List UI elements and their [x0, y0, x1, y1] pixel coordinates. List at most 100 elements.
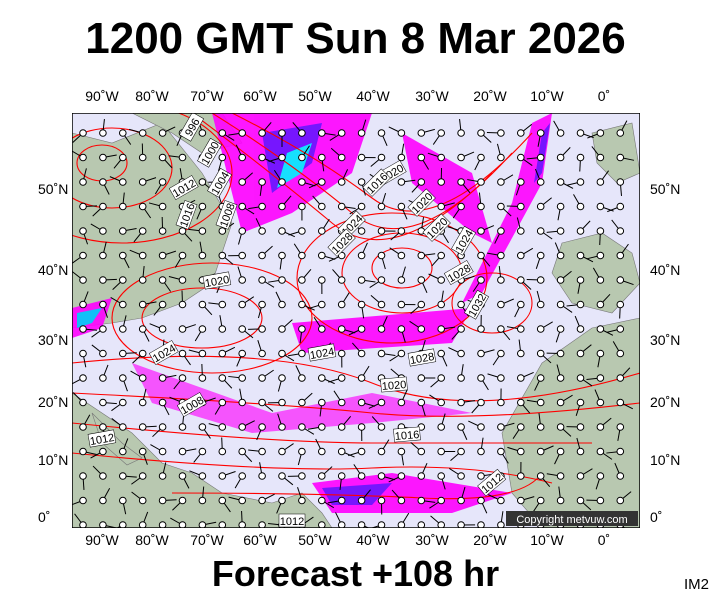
wind-barb: [133, 227, 147, 243]
wind-barb: [606, 447, 625, 456]
wind-barb: [154, 178, 167, 195]
wind-barb: [612, 341, 625, 358]
wind-barb: [90, 223, 107, 235]
wind-barb: [477, 437, 485, 456]
wind-barb: [235, 144, 246, 162]
wind-barb: [308, 178, 326, 189]
wind-barb: [388, 472, 406, 483]
wind-barb: [417, 153, 430, 170]
map-title: 1200 GMT Sun 8 Mar 2026: [85, 14, 626, 63]
wind-barb: [218, 251, 234, 265]
wind-barb: [448, 347, 465, 358]
wind-barb: [397, 325, 406, 343]
wind-barb: [596, 170, 609, 186]
wind-barb: [596, 293, 611, 309]
wind-barb: [79, 414, 91, 431]
wind-barb: [536, 321, 553, 333]
wind-barb: [592, 267, 605, 284]
wind-barb: [138, 511, 149, 528]
wind-barb: [477, 349, 495, 358]
wind-barb: [293, 243, 306, 260]
wind-barb: [218, 496, 231, 513]
longitude-label: 70˚W: [190, 532, 224, 548]
wind-barb: [99, 364, 109, 382]
wind-barb: [119, 315, 127, 333]
longitude-label: 80˚W: [135, 532, 169, 548]
wind-barb: [397, 266, 406, 284]
isobar-value: 1020: [204, 274, 230, 290]
wind-barb: [72, 392, 87, 407]
wind-barb: [451, 325, 465, 340]
wind-barb: [255, 218, 266, 235]
wind-barb: [132, 349, 147, 364]
wind-barb: [119, 227, 137, 235]
wind-barb: [158, 462, 167, 480]
longitude-label: 30˚W: [415, 532, 449, 548]
longitude-label: 30˚W: [415, 88, 449, 104]
wind-barb: [258, 493, 275, 505]
wind-barb: [369, 276, 386, 288]
wind-barb: [337, 292, 350, 309]
wind-barb: [596, 325, 614, 336]
wind-barb: [556, 202, 565, 221]
wind-barb: [566, 423, 585, 431]
wind-barb: [79, 202, 98, 211]
wind-barb: [616, 120, 628, 137]
wind-barb: [497, 422, 515, 431]
wind-barb: [486, 129, 505, 137]
wind-barb: [72, 251, 87, 264]
wind-barb: [278, 195, 292, 211]
wind-barb: [237, 266, 246, 284]
wind-barb: [576, 220, 591, 235]
wind-barb: [487, 494, 505, 505]
wind-barb: [357, 242, 368, 260]
wind-barb: [79, 291, 89, 309]
wind-barb: [173, 374, 187, 390]
wind-barb: [312, 195, 326, 211]
wind-barb: [158, 398, 170, 416]
longitude-label: 40˚W: [356, 88, 390, 104]
wind-barb: [158, 250, 177, 260]
wind-barb: [526, 153, 545, 162]
wind-barb: [357, 300, 366, 319]
wind-barb: [556, 423, 572, 437]
wind-barb: [471, 398, 485, 414]
wind-barb: [158, 216, 167, 235]
wind-barb: [477, 314, 485, 333]
wind-barb: [535, 251, 545, 269]
wind-barb: [313, 317, 326, 333]
wind-barb: [337, 415, 352, 431]
wind-barb: [298, 145, 310, 162]
wind-barb: [476, 521, 485, 528]
wind-barb: [575, 398, 585, 416]
wind-barb: [298, 423, 315, 435]
wind-barb: [377, 192, 387, 211]
wind-barb: [348, 325, 366, 336]
wind-barb: [333, 390, 346, 407]
wind-barb: [131, 491, 147, 505]
wind-barb: [477, 496, 488, 514]
wind-barb: [258, 245, 273, 260]
wind-barb: [318, 496, 335, 509]
wind-barb: [457, 423, 468, 440]
wind-barb: [517, 247, 534, 260]
wind-barb: [318, 251, 336, 260]
wind-barb: [594, 389, 605, 407]
image-code: IM2: [683, 576, 709, 593]
wind-barb: [236, 349, 246, 367]
longitude-label: 0˚: [597, 88, 611, 104]
wind-barb: [517, 461, 525, 480]
wind-barb: [275, 291, 286, 309]
wind-barb: [607, 202, 625, 213]
wind-barb: [99, 178, 110, 195]
wind-barb: [330, 147, 346, 162]
wind-barb: [574, 315, 585, 333]
wind-barb: [228, 496, 246, 505]
wind-barb: [587, 129, 605, 139]
longitude-label: 80˚W: [135, 88, 169, 104]
latitude-label: 0˚: [650, 509, 663, 525]
longitude-label: 90˚W: [85, 88, 119, 104]
isobar-value: 1028: [409, 351, 435, 367]
wind-barb: [178, 349, 191, 366]
wind-barb: [497, 298, 514, 309]
